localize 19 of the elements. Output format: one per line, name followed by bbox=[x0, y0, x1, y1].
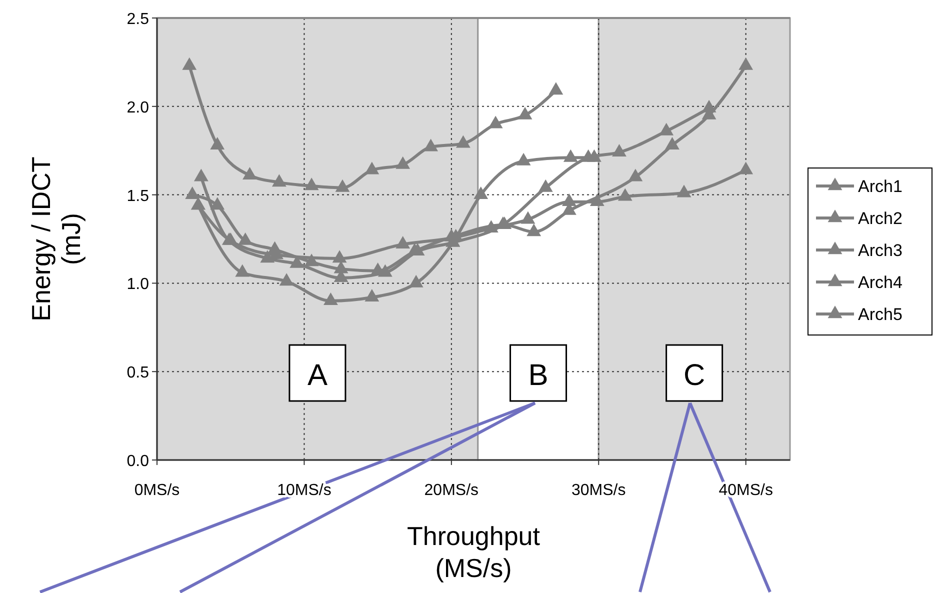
y-tick-label: 1.0 bbox=[126, 276, 150, 294]
x-axis-title: Throughput (MS/s) bbox=[407, 521, 541, 583]
x-tick-label: 30MS/s bbox=[572, 482, 626, 499]
x-tick-label: 20MS/s bbox=[424, 482, 479, 499]
y-axis-title: Energy / IDCT (mJ) bbox=[26, 156, 86, 322]
legend-label: Arch1 bbox=[858, 177, 902, 196]
x-tick-label: 0MS/s bbox=[134, 482, 180, 499]
legend-label: Arch3 bbox=[858, 241, 902, 260]
band-label: A bbox=[307, 359, 328, 392]
band-label: C bbox=[683, 359, 706, 392]
y-tick-label: 2.5 bbox=[126, 11, 150, 28]
legend-label: Arch4 bbox=[858, 273, 902, 292]
legend-label: Arch2 bbox=[858, 209, 902, 228]
y-tick-label: 1.5 bbox=[126, 188, 150, 205]
legend-label: Arch5 bbox=[858, 305, 902, 324]
band-label: B bbox=[528, 359, 548, 392]
y-tick-label: 0.0 bbox=[126, 453, 150, 470]
y-tick-label: 2.0 bbox=[126, 99, 150, 116]
y-tick-label: 0.5 bbox=[126, 364, 150, 382]
